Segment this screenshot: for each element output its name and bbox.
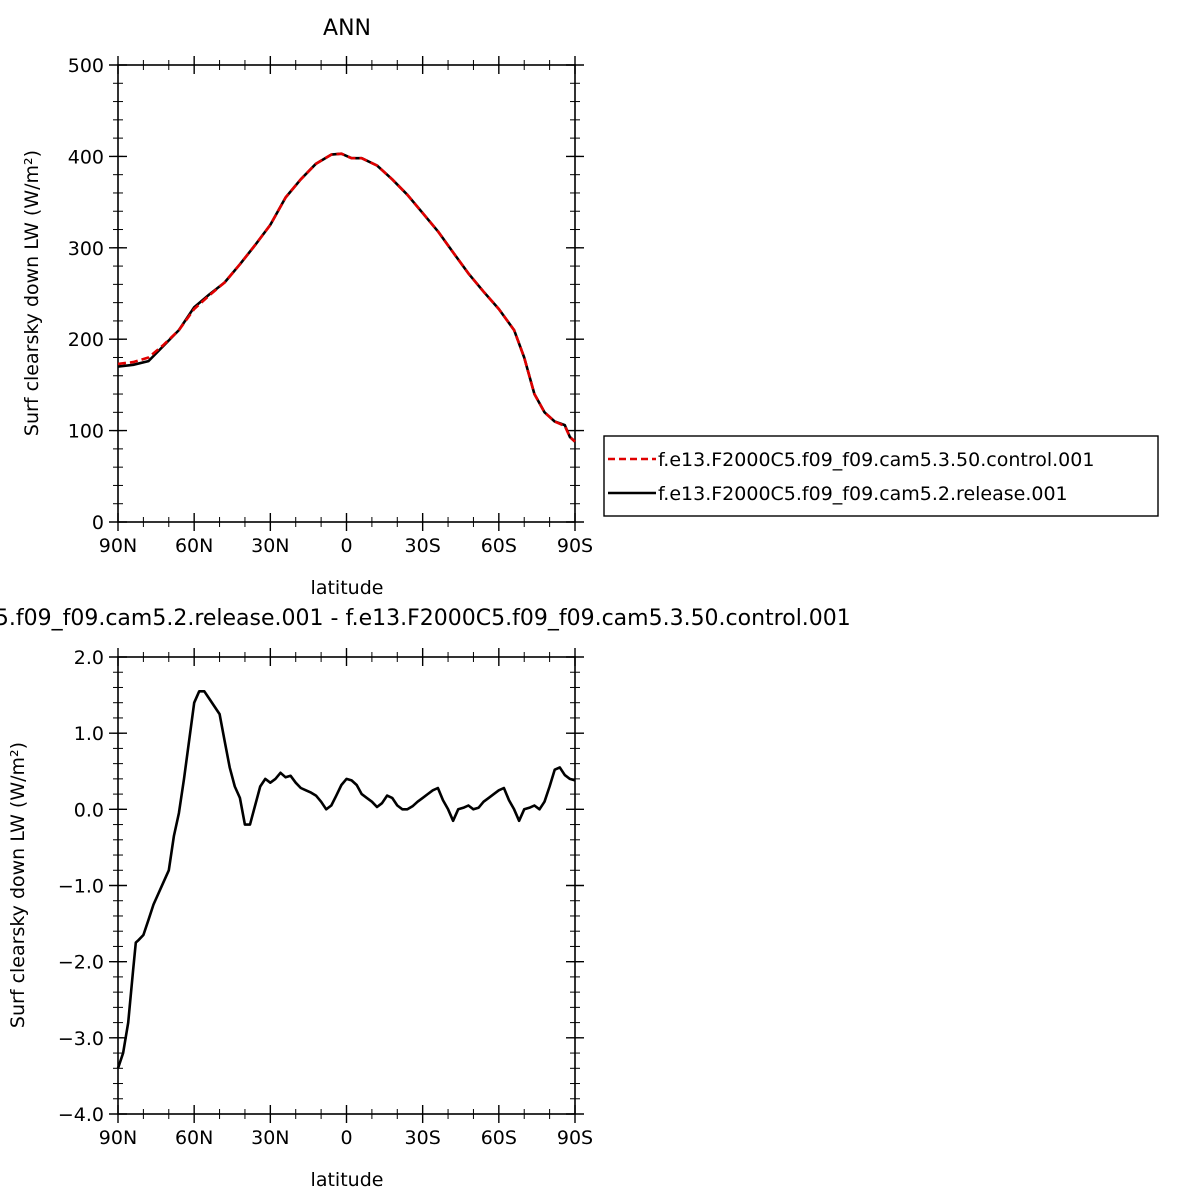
x-tick-label: 30S xyxy=(405,1127,441,1149)
x-tick-label: 0 xyxy=(340,535,352,557)
y-tick-label: −1.0 xyxy=(58,876,104,898)
series-line-0 xyxy=(117,152,576,443)
bottom-plot-frame xyxy=(117,656,576,1115)
top-panel: ANN 90N 60N 30N 0 30S 60S 90S0100200300400500 … xyxy=(21,16,593,599)
legend-label-release: f.e13.F2000C5.f09_f09.cam5.2.release.001 xyxy=(658,483,1068,505)
x-tick-label: 30N xyxy=(251,1127,289,1149)
x-tick-label: 60S xyxy=(481,1127,517,1149)
x-tick-label: 90S xyxy=(557,535,593,557)
y-tick-label: −2.0 xyxy=(58,952,104,974)
top-axis-ticks: 90N 60N 30N 0 30S 60S 90S 0 100 200 300 400 500 xyxy=(68,55,593,557)
legend: f.e13.F2000C5.f09_f09.cam5.3.50.control.… xyxy=(603,435,1159,517)
y-tick-label: 1.0 xyxy=(74,723,104,745)
bottom-series-group xyxy=(116,689,576,1069)
y-tick-label: 400 xyxy=(68,146,104,168)
x-tick-label: 30N xyxy=(251,535,289,557)
x-tick-label: 60S xyxy=(481,535,517,557)
top-y-axis-label: Surf clearsky down LW (W/m²) xyxy=(21,150,43,436)
x-tick-label: 60N xyxy=(175,1127,213,1149)
top-plot-frame xyxy=(117,64,576,523)
y-tick-label: 2.0 xyxy=(74,647,104,669)
bottom-axis-ticks: 90N 60N 30N 0 30S 60S 90S −4.0 −3.0 −2.0 −1.0 0.0 1.… xyxy=(58,647,593,1149)
x-tick-label: 90N xyxy=(99,1127,137,1149)
x-tick-label: 0 xyxy=(340,1127,352,1149)
y-tick-label: −3.0 xyxy=(58,1028,104,1050)
bottom-panel: f.e13.F2000C5.f09_f09.cam5.2.release.001… xyxy=(0,606,851,1191)
y-tick-label: 0 xyxy=(92,512,104,534)
top-series-group xyxy=(117,152,576,443)
bottom-x-axis-label: latitude xyxy=(311,1169,384,1191)
top-x-axis-label: latitude xyxy=(311,577,384,599)
bottom-y-axis-label: Surf clearsky down LW (W/m²) xyxy=(7,742,29,1028)
x-tick-label: 90N xyxy=(99,535,137,557)
y-tick-label: 100 xyxy=(68,421,104,443)
x-tick-label: 90S xyxy=(557,1127,593,1149)
y-tick-label: 500 xyxy=(68,55,104,77)
y-tick-label: 300 xyxy=(68,238,104,260)
series-line-0 xyxy=(116,689,576,1069)
y-tick-label: −4.0 xyxy=(58,1104,104,1126)
legend-box xyxy=(603,435,1159,517)
x-tick-label: 60N xyxy=(175,535,213,557)
y-tick-label: 200 xyxy=(68,329,104,351)
y-tick-label: 0.0 xyxy=(74,799,104,821)
x-tick-label: 30S xyxy=(405,535,441,557)
legend-label-control: f.e13.F2000C5.f09_f09.cam5.3.50.control.… xyxy=(658,449,1094,471)
series-line-1 xyxy=(117,152,576,443)
bottom-panel-title: f.e13.F2000C5.f09_f09.cam5.2.release.001… xyxy=(0,606,851,631)
top-panel-title: ANN xyxy=(323,16,371,41)
